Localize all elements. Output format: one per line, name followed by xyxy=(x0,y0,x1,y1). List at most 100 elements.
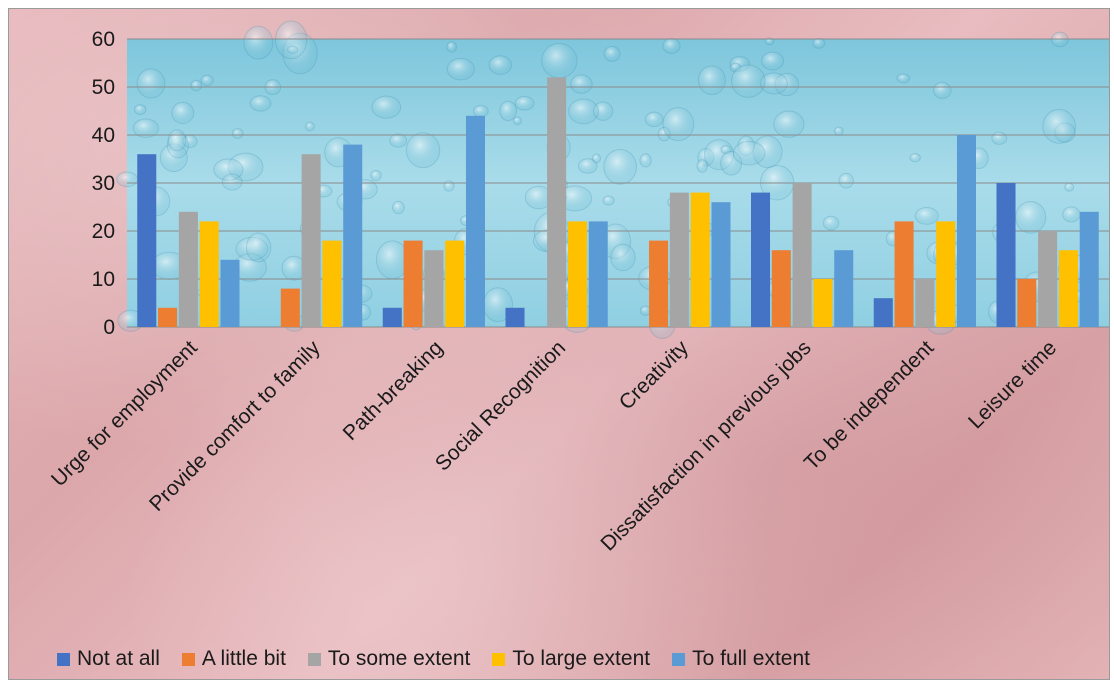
water-drop xyxy=(602,195,615,206)
y-tick-label: 30 xyxy=(92,172,115,195)
bar xyxy=(1017,279,1037,327)
water-drop xyxy=(1050,31,1069,48)
water-drop xyxy=(730,64,766,98)
bar xyxy=(771,250,791,327)
water-drop xyxy=(662,37,681,54)
bar xyxy=(301,154,321,327)
bar-chart: 0 10 20 30 40 50 60 Urge for employmentProvide… xyxy=(47,20,1109,556)
water-drop xyxy=(696,159,708,173)
x-tick-label: To be independent xyxy=(800,336,939,475)
y-tick-label: 50 xyxy=(92,76,115,99)
water-drop xyxy=(568,98,599,125)
bar xyxy=(199,221,219,327)
bar xyxy=(424,250,444,327)
bar xyxy=(403,240,423,327)
bar xyxy=(465,115,486,327)
water-drop xyxy=(697,65,726,96)
bar xyxy=(445,240,465,327)
legend-label: To large extent xyxy=(512,647,651,670)
water-drop xyxy=(514,96,535,111)
water-drop xyxy=(570,74,593,94)
bar xyxy=(690,192,710,327)
water-drop xyxy=(1062,206,1081,223)
legend-item: A little bit xyxy=(181,647,286,671)
water-drop xyxy=(274,20,308,60)
water-drop xyxy=(243,25,274,60)
legend-item: Not at all xyxy=(57,647,160,671)
water-drop xyxy=(305,121,315,132)
water-drop xyxy=(488,55,513,75)
legend-swatch-to-large-extent xyxy=(492,652,506,666)
water-drop xyxy=(1015,200,1047,234)
bar xyxy=(588,221,608,327)
water-drop xyxy=(603,149,638,185)
water-drop xyxy=(822,215,840,231)
legend: Not at all A little bit To some extent T… xyxy=(57,647,832,671)
water-drop xyxy=(245,232,272,263)
water-drop xyxy=(909,152,921,163)
bar xyxy=(1058,250,1078,327)
bar xyxy=(1079,211,1099,327)
water-drop xyxy=(773,110,805,138)
water-drop xyxy=(443,180,455,192)
legend-item: To large extent xyxy=(492,647,650,671)
water-drop xyxy=(896,73,911,84)
water-drop xyxy=(603,46,621,62)
bar xyxy=(1038,231,1058,327)
y-tick-label: 20 xyxy=(92,220,115,243)
y-tick-label: 60 xyxy=(92,28,115,51)
bar xyxy=(547,77,567,328)
bar xyxy=(936,221,956,327)
bar xyxy=(996,183,1016,327)
water-drop xyxy=(732,140,766,166)
legend-label: Not at all xyxy=(77,647,160,670)
x-tick-label: Path-breaking xyxy=(339,336,448,445)
water-drop xyxy=(213,158,244,181)
water-drop xyxy=(991,131,1008,145)
bar xyxy=(178,211,198,327)
water-drop xyxy=(136,68,166,99)
water-drop xyxy=(932,81,952,99)
bar xyxy=(834,250,854,327)
y-tick-label: 40 xyxy=(92,124,115,147)
water-drop xyxy=(446,41,457,53)
water-drop xyxy=(499,100,518,122)
water-drop xyxy=(639,153,652,168)
water-drop xyxy=(472,104,489,118)
bar xyxy=(343,144,363,327)
y-tick-label: 0 xyxy=(103,316,115,339)
water-drop xyxy=(132,118,160,138)
bar xyxy=(505,307,525,327)
bar xyxy=(792,183,812,327)
x-tick-label: Creativity xyxy=(615,336,694,415)
legend-swatch-a-little-bit xyxy=(181,652,195,666)
bar xyxy=(669,192,689,327)
water-drop xyxy=(838,172,854,189)
bar xyxy=(382,307,402,327)
legend-label: To full extent xyxy=(692,647,810,670)
water-drop xyxy=(446,57,475,81)
bar xyxy=(649,240,669,327)
water-drop xyxy=(389,133,408,148)
chart-area: 0 10 20 30 40 50 60 Urge for employment Provide… xyxy=(8,8,1110,680)
water-drop xyxy=(190,79,203,92)
water-drop xyxy=(1042,109,1077,144)
legend-item: To some extent xyxy=(307,647,470,671)
bar xyxy=(322,240,342,327)
bar xyxy=(137,154,157,327)
x-tick-label: Dissatisfaction in previous jobs xyxy=(596,336,815,555)
water-drop xyxy=(392,200,405,215)
water-drop xyxy=(200,74,214,87)
bar xyxy=(894,221,914,327)
bar xyxy=(711,202,731,327)
water-drop xyxy=(370,170,382,182)
water-drop xyxy=(1064,182,1075,192)
water-drop xyxy=(812,37,826,49)
bar xyxy=(956,135,977,327)
x-tick-label: Leisure time xyxy=(964,336,1061,433)
y-axis-ticks: 0 10 20 30 40 50 60 xyxy=(92,28,115,339)
water-drop xyxy=(764,37,775,46)
water-drop xyxy=(371,95,402,119)
water-drop xyxy=(577,158,598,174)
